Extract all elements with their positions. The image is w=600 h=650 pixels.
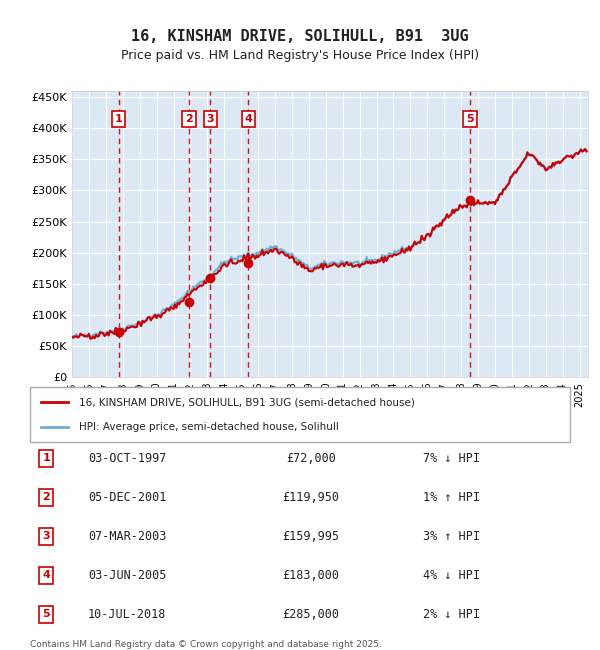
Text: 4: 4 <box>244 114 252 124</box>
Text: 7% ↓ HPI: 7% ↓ HPI <box>422 452 480 465</box>
Text: 1: 1 <box>115 114 122 124</box>
Text: 05-DEC-2001: 05-DEC-2001 <box>88 491 166 504</box>
Text: £119,950: £119,950 <box>283 491 340 504</box>
FancyBboxPatch shape <box>30 387 570 442</box>
Text: 4: 4 <box>42 570 50 580</box>
Text: Contains HM Land Registry data © Crown copyright and database right 2025.: Contains HM Land Registry data © Crown c… <box>30 640 382 649</box>
Text: 16, KINSHAM DRIVE, SOLIHULL, B91 3UG (semi-detached house): 16, KINSHAM DRIVE, SOLIHULL, B91 3UG (se… <box>79 397 415 407</box>
Text: 3: 3 <box>206 114 214 124</box>
Text: 1: 1 <box>43 453 50 463</box>
Text: 07-MAR-2003: 07-MAR-2003 <box>88 530 166 543</box>
Text: £285,000: £285,000 <box>283 608 340 621</box>
Text: 5: 5 <box>43 609 50 619</box>
Text: £72,000: £72,000 <box>286 452 336 465</box>
Text: 2: 2 <box>185 114 193 124</box>
Text: 2% ↓ HPI: 2% ↓ HPI <box>422 608 480 621</box>
Text: 3% ↑ HPI: 3% ↑ HPI <box>422 530 480 543</box>
Text: 03-OCT-1997: 03-OCT-1997 <box>88 452 166 465</box>
Text: Price paid vs. HM Land Registry's House Price Index (HPI): Price paid vs. HM Land Registry's House … <box>121 49 479 62</box>
Text: 16, KINSHAM DRIVE, SOLIHULL, B91  3UG: 16, KINSHAM DRIVE, SOLIHULL, B91 3UG <box>131 29 469 44</box>
Text: HPI: Average price, semi-detached house, Solihull: HPI: Average price, semi-detached house,… <box>79 422 338 432</box>
Text: £159,995: £159,995 <box>283 530 340 543</box>
Text: 10-JUL-2018: 10-JUL-2018 <box>88 608 166 621</box>
Text: 4% ↓ HPI: 4% ↓ HPI <box>422 569 480 582</box>
Text: 1% ↑ HPI: 1% ↑ HPI <box>422 491 480 504</box>
Text: £183,000: £183,000 <box>283 569 340 582</box>
Text: 5: 5 <box>466 114 474 124</box>
Text: 03-JUN-2005: 03-JUN-2005 <box>88 569 166 582</box>
Text: 3: 3 <box>43 531 50 541</box>
Text: 2: 2 <box>43 492 50 502</box>
